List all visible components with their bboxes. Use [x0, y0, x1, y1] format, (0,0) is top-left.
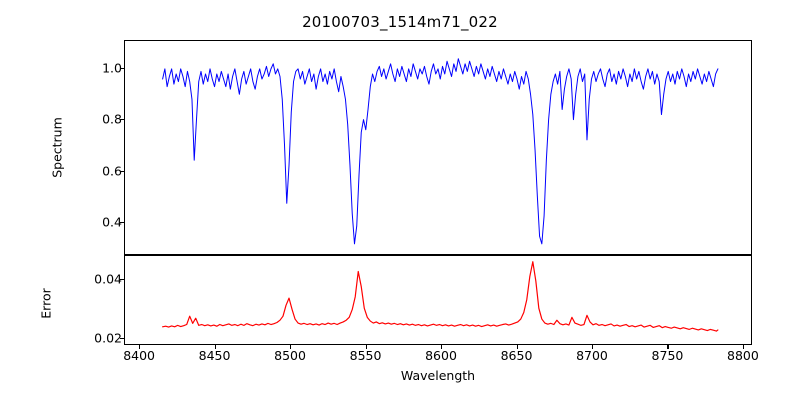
x-tick-mark-5	[516, 345, 518, 349]
y-axis-label-error: Error	[38, 288, 54, 319]
error-y-tick-mark-0	[120, 279, 124, 281]
x-tick-label-6: 8700	[576, 348, 608, 363]
error-y-tick-label-0: 0.04	[94, 271, 122, 287]
spectrum-y-tick-mark-3	[120, 221, 124, 223]
spectrum-y-tick-mark-1	[120, 119, 124, 121]
x-tick-mark-0	[139, 345, 141, 349]
x-tick-mark-4	[441, 345, 443, 349]
spectrum-plot-area	[162, 58, 719, 245]
x-tick-label-1: 8450	[198, 348, 231, 363]
spectrum-data-line	[162, 58, 719, 245]
x-tick-label-8: 8800	[727, 348, 759, 363]
error-y-tick-label-1: 0.02	[94, 330, 122, 346]
x-tick-label-0: 8400	[123, 348, 155, 363]
x-tick-mark-3	[365, 345, 367, 349]
x-tick-mark-7	[667, 345, 669, 349]
spectrum-y-tick-label-1: 0.8	[102, 111, 122, 127]
x-tick-label-7: 8750	[651, 348, 684, 363]
x-tick-label-2: 8500	[274, 348, 306, 363]
spectrum-y-tick-label-3: 0.4	[102, 214, 122, 230]
x-tick-mark-1	[214, 345, 216, 349]
x-tick-mark-6	[591, 345, 594, 349]
error-data-line	[162, 261, 719, 332]
x-tick-label-4: 8600	[425, 348, 457, 363]
chart-title: 20100703_1514m71_022	[302, 13, 498, 31]
x-tick-label-3: 8550	[349, 348, 382, 363]
spectrum-y-tick-label-2: 0.6	[102, 163, 122, 179]
spectrum-panel	[124, 40, 752, 255]
x-axis-label: Wavelength	[400, 368, 476, 383]
x-tick-mark-2	[290, 345, 292, 349]
error-y-tick-mark-1	[120, 337, 124, 339]
error-plot-area	[162, 261, 719, 332]
y-axis-label-spectrum: Spectrum	[49, 117, 65, 178]
spectrum-y-tick-label-0: 1.0	[102, 60, 122, 76]
spectrum-y-tick-mark-0	[120, 68, 124, 70]
x-tick-label-5: 8650	[500, 348, 533, 363]
error-panel	[124, 255, 752, 345]
spectrum-y-tick-mark-2	[120, 170, 124, 172]
x-tick-mark-8	[742, 345, 745, 349]
